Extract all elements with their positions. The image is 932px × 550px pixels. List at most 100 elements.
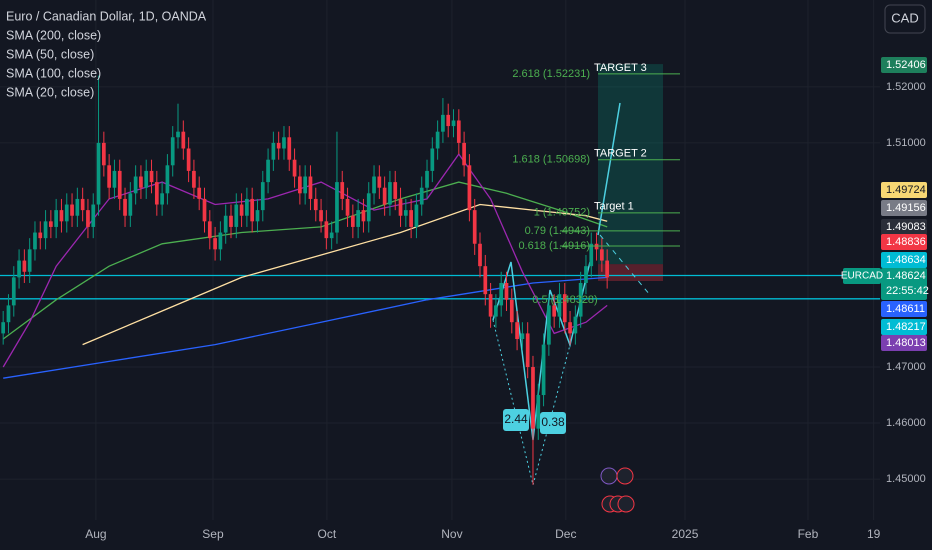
candle-body	[176, 131, 180, 138]
pattern-dotted	[492, 319, 571, 486]
candle-body	[504, 282, 509, 300]
candle-body	[520, 333, 525, 340]
candle-body	[287, 137, 292, 160]
legend-entry: SMA (200, close)	[6, 28, 101, 42]
candle-body	[605, 260, 610, 278]
candle-body	[207, 221, 212, 239]
candle-body	[218, 232, 223, 250]
candle-body	[49, 221, 53, 227]
x-tick-label: Oct	[318, 527, 337, 541]
fib-label: 1 (1.49752)	[534, 207, 590, 219]
candle-body	[38, 232, 43, 239]
candle-body	[356, 210, 360, 227]
candle-body	[366, 193, 371, 222]
candle-body	[181, 131, 186, 149]
candle-body	[536, 395, 541, 429]
price-label: 1.49156	[886, 202, 926, 214]
pattern-lines	[492, 261, 591, 441]
target-label: Target 1	[594, 201, 634, 213]
time-axis	[0, 520, 880, 550]
pattern-label: 0.5 (1.48328)	[532, 294, 597, 306]
candle-body	[467, 165, 472, 211]
candle-body	[372, 176, 376, 194]
candle-body	[123, 198, 127, 216]
candle-body	[562, 294, 567, 323]
sma-line	[3, 276, 608, 379]
sma-line	[2, 152, 608, 368]
candle-body	[260, 182, 265, 211]
currency-button[interactable]	[884, 4, 926, 34]
candle-body	[340, 182, 345, 199]
fib-label: 0.618 (1.4916)	[518, 240, 590, 252]
candle-body	[552, 305, 557, 317]
candle-body	[589, 243, 594, 267]
candle-body	[573, 316, 578, 334]
candle-body	[59, 210, 64, 222]
candle-body	[446, 114, 451, 127]
candle-body	[154, 182, 159, 205]
price-label: 1.48217	[886, 321, 926, 333]
candle-body	[107, 165, 111, 188]
candle-body	[64, 204, 69, 222]
candle-body	[282, 137, 286, 149]
chart-title: Euro / Canadian Dollar, 1D, OANDA	[6, 9, 207, 23]
candle-body	[329, 232, 334, 239]
sma-line	[82, 203, 608, 346]
candle-body	[472, 210, 477, 244]
target-label: TARGET 3	[594, 62, 647, 74]
candle-body	[101, 142, 106, 166]
y-tick-label: 1.51000	[886, 137, 926, 149]
currency-label[interactable]: CAD	[891, 10, 918, 25]
x-tick-label: Dec	[555, 527, 576, 541]
price-label: 1.48634	[886, 254, 926, 266]
candle-body	[149, 170, 154, 183]
price-label-box	[881, 301, 927, 317]
price-label: 1.48611	[886, 303, 925, 315]
y-tick-label: 1.47000	[886, 361, 926, 373]
x-tick-label: Sep	[202, 527, 224, 541]
candle-body	[186, 148, 191, 171]
candle-body	[494, 305, 498, 317]
price-label: 1.49724	[886, 184, 926, 196]
legend-entry: SMA (50, close)	[6, 47, 94, 61]
candle-body	[547, 305, 551, 345]
candle-body	[441, 114, 445, 132]
candle-body	[488, 294, 493, 317]
candle-body	[350, 215, 355, 227]
candle-body	[70, 204, 74, 216]
alert-icons	[600, 467, 635, 513]
pattern-label-box	[540, 412, 566, 434]
candle-body	[133, 176, 138, 194]
candle-body	[271, 142, 276, 160]
pattern-label-box	[503, 409, 529, 431]
price-label: 1.48624	[886, 270, 926, 282]
symbol-label: EURCAD	[841, 271, 883, 282]
candle-body	[17, 260, 21, 278]
price-label-box	[881, 219, 927, 235]
candle-body	[144, 170, 149, 188]
candle-body	[239, 204, 244, 216]
pattern-label: 0.38	[541, 415, 565, 429]
candle-body	[255, 210, 260, 222]
projection-dashed	[599, 234, 651, 296]
candle-body	[96, 142, 101, 205]
pattern-label: 2.44	[504, 412, 528, 426]
fib-label: 0.79 (1.4943)	[525, 225, 590, 237]
price-label: 1.52406	[886, 59, 926, 71]
candle-body	[478, 243, 482, 267]
candle-body	[382, 187, 387, 205]
legend-entry: SMA (20, close)	[6, 85, 94, 99]
plot: 2.618 (1.52231) TARGET 3 1.618 (1.50698) TA…	[0, 62, 880, 486]
candle-body	[430, 148, 435, 171]
candle-body	[6, 305, 11, 323]
candle-body	[578, 282, 583, 317]
candle-body	[509, 299, 514, 323]
candle-body	[557, 294, 562, 317]
candle-body	[409, 210, 413, 227]
candle-body	[462, 142, 466, 166]
price-label-box	[881, 319, 927, 335]
price-label-box	[881, 335, 927, 351]
price-label: 1.49083	[886, 221, 926, 233]
candle-body	[91, 204, 96, 227]
